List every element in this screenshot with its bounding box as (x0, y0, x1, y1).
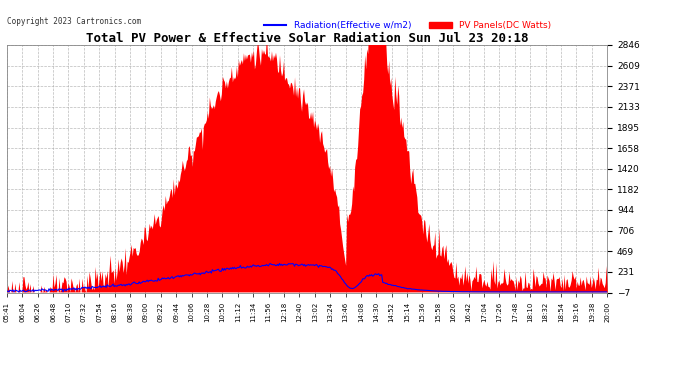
Title: Total PV Power & Effective Solar Radiation Sun Jul 23 20:18: Total PV Power & Effective Solar Radiati… (86, 32, 529, 45)
Text: Copyright 2023 Cartronics.com: Copyright 2023 Cartronics.com (7, 17, 141, 26)
Legend: Radiation(Effective w/m2), PV Panels(DC Watts): Radiation(Effective w/m2), PV Panels(DC … (260, 17, 555, 33)
